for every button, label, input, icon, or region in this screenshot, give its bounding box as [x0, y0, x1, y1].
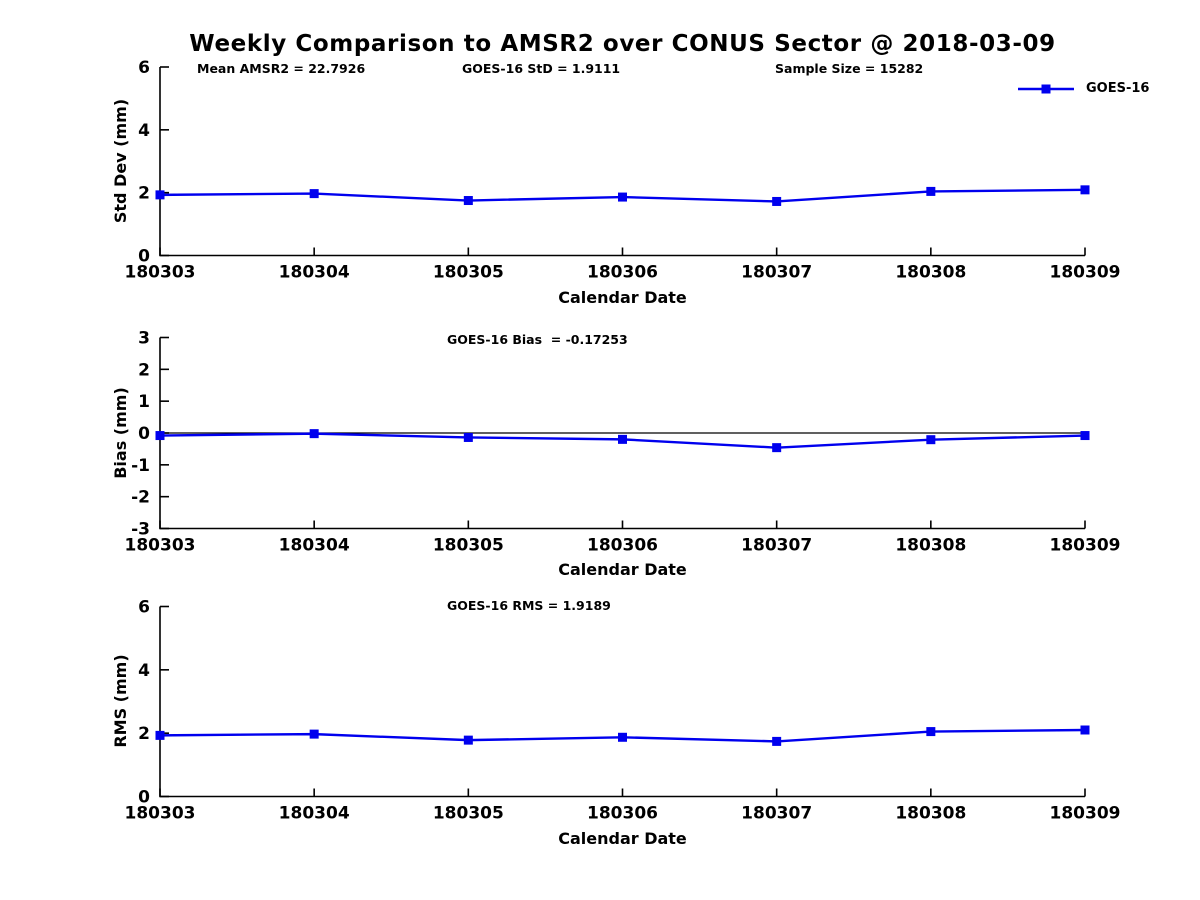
- series-marker: [618, 192, 627, 202]
- series-marker: [463, 735, 473, 745]
- figure-title: Weekly Comparison to AMSR2 over CONUS Se…: [189, 31, 1056, 57]
- subplot-3: 0 2 4 6 180303 180304 180305 180306 180307 180308…: [125, 598, 1121, 824]
- y-tick-label: 4: [138, 661, 150, 681]
- axis-spines: [159, 67, 1085, 257]
- x-tick-label: 180304: [279, 263, 350, 283]
- y-tick-label: 0: [138, 788, 150, 808]
- annotation-goes16-std: GOES-16 StD = 1.9111: [462, 61, 621, 76]
- y-tick-label: 0: [138, 247, 150, 267]
- y-tick-label: 6: [138, 598, 150, 618]
- y-tick-label: -1: [131, 456, 150, 476]
- x-tick-label: 180305: [433, 263, 504, 283]
- y-tick-label: 3: [138, 329, 150, 349]
- y-tick-label: 1: [138, 392, 150, 412]
- series-marker: [1080, 725, 1090, 735]
- y-tick-label: -2: [131, 488, 150, 508]
- subplot-2: -3 -2 -1 0 1 2 3 180303 180304 180305 180306 180307…: [125, 329, 1121, 556]
- y-tick-label: 6: [138, 58, 150, 78]
- xlabel-calendar-date-3: Calendar Date: [558, 829, 687, 848]
- x-tick-label: 180306: [587, 536, 658, 556]
- series-marker: [155, 431, 165, 441]
- legend-swatch: [1018, 84, 1074, 93]
- series-marker: [772, 196, 782, 206]
- x-tick-label: 180309: [1050, 536, 1121, 556]
- x-tick-label: 180309: [1050, 804, 1121, 824]
- series-marker: [309, 729, 319, 739]
- y-tick-label: 0: [138, 424, 150, 444]
- x-tick-label: 180308: [895, 263, 966, 283]
- y-tick-label: 4: [138, 121, 150, 141]
- x-tick-label: 180306: [587, 804, 658, 824]
- annotation-goes16-bias: GOES-16 Bias = -0.17253: [447, 332, 628, 347]
- x-tick-label: 180303: [125, 263, 196, 283]
- annotation-sample-size: Sample Size = 15282: [775, 61, 924, 76]
- legend-label: GOES-16: [1086, 81, 1150, 96]
- series-marker: [618, 434, 627, 444]
- y-tick-label: 2: [138, 184, 150, 204]
- x-tick-label: 180305: [433, 804, 504, 824]
- x-tick-label: 180304: [279, 804, 350, 824]
- annotation-goes16-rms: GOES-16 RMS = 1.9189: [447, 598, 611, 613]
- y-tick-label: 2: [138, 360, 150, 380]
- x-tick-label: 180306: [587, 263, 658, 283]
- series-marker: [1080, 431, 1090, 441]
- legend-marker: [1041, 84, 1051, 93]
- series-marker: [926, 727, 936, 737]
- series-marker: [155, 190, 165, 200]
- subplot-1: 0 2 4 6 180303 180304 180305 180306 180307 180308…: [125, 58, 1121, 283]
- series-marker: [155, 730, 165, 740]
- x-tick-label: 180307: [741, 804, 812, 824]
- x-tick-label: 180304: [279, 536, 350, 556]
- series-marker: [463, 196, 473, 206]
- axis-spines: [159, 606, 1085, 798]
- series-marker: [772, 443, 782, 453]
- series-marker: [309, 429, 319, 439]
- annotation-mean-amsr2: Mean AMSR2 = 22.7926: [197, 61, 366, 76]
- x-tick-label: 180303: [125, 536, 196, 556]
- x-tick-label: 180308: [895, 536, 966, 556]
- xlabel-calendar-date-1: Calendar Date: [558, 288, 687, 307]
- series-marker: [463, 432, 473, 442]
- x-tick-label: 180307: [741, 536, 812, 556]
- series-marker: [772, 736, 782, 746]
- series-marker: [926, 186, 936, 196]
- x-tick-label: 180309: [1050, 263, 1121, 283]
- x-tick-label: 180303: [125, 804, 196, 824]
- legend: GOES-16: [1016, 81, 1149, 96]
- y-tick-label: -3: [131, 520, 150, 540]
- x-tick-label: 180307: [741, 263, 812, 283]
- series-marker: [1080, 185, 1090, 195]
- series-marker: [309, 189, 319, 199]
- x-tick-label: 180308: [895, 804, 966, 824]
- xlabel-calendar-date-2: Calendar Date: [558, 560, 687, 579]
- y-tick-label: 2: [138, 724, 150, 744]
- series-marker: [926, 435, 936, 445]
- series-marker: [618, 732, 627, 742]
- x-tick-label: 180305: [433, 536, 504, 556]
